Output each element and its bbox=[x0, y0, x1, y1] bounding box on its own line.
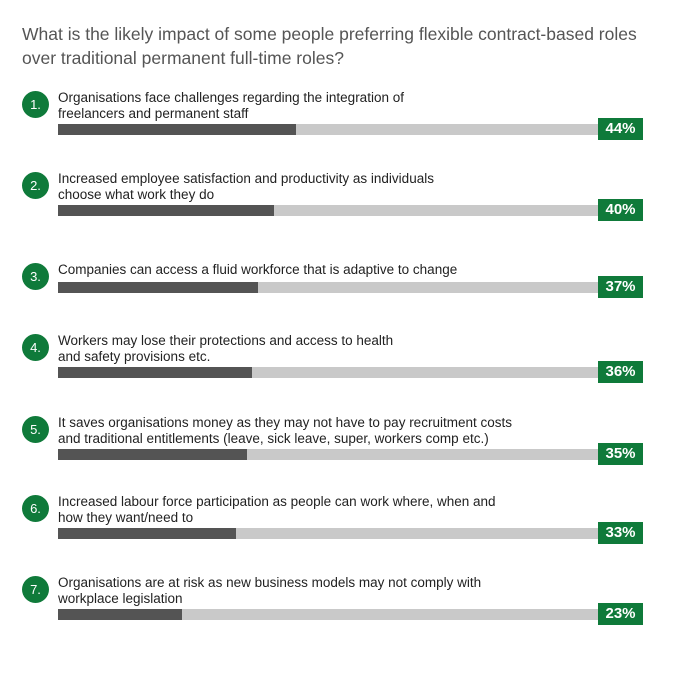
bar-track bbox=[58, 449, 598, 460]
bar-track bbox=[58, 282, 598, 293]
rank-badge: 6. bbox=[22, 495, 49, 522]
value-label: 40% bbox=[598, 199, 643, 221]
value-label: 36% bbox=[598, 361, 643, 383]
rank-badge: 7. bbox=[22, 576, 49, 603]
item-label: It saves organisations money as they may… bbox=[58, 415, 512, 446]
item-label: Companies can access a fluid workforce t… bbox=[58, 262, 458, 277]
rank-badge: 2. bbox=[22, 172, 49, 199]
bar-track bbox=[58, 205, 598, 216]
bar-fill bbox=[58, 367, 252, 378]
bar-fill bbox=[58, 449, 247, 460]
bar-track bbox=[58, 609, 598, 620]
value-label: 33% bbox=[598, 522, 643, 544]
item-label: Increased employee satisfaction and prod… bbox=[58, 171, 434, 202]
item-label: Organisations are at risk as new busines… bbox=[58, 575, 482, 606]
rank-badge: 5. bbox=[22, 416, 49, 443]
bar-track bbox=[58, 367, 598, 378]
bar-track bbox=[58, 528, 598, 539]
value-label: 44% bbox=[598, 118, 643, 140]
rank-badge: 1. bbox=[22, 91, 49, 118]
item-label: Organisations face challenges regarding … bbox=[58, 90, 404, 121]
bar-fill bbox=[58, 282, 258, 293]
bar-track bbox=[58, 124, 598, 135]
bar-fill bbox=[58, 205, 274, 216]
chart-title: What is the likely impact of some people… bbox=[22, 24, 637, 68]
item-label: Workers may lose their protections and a… bbox=[58, 333, 394, 364]
value-label: 37% bbox=[598, 276, 643, 298]
value-label: 23% bbox=[598, 603, 643, 625]
rank-badge: 4. bbox=[22, 334, 49, 361]
bar-fill bbox=[58, 124, 296, 135]
rank-badge: 3. bbox=[22, 263, 49, 290]
bar-fill bbox=[58, 528, 236, 539]
value-label: 35% bbox=[598, 443, 643, 465]
item-label: Increased labour force participation as … bbox=[58, 494, 496, 525]
bar-fill bbox=[58, 609, 182, 620]
